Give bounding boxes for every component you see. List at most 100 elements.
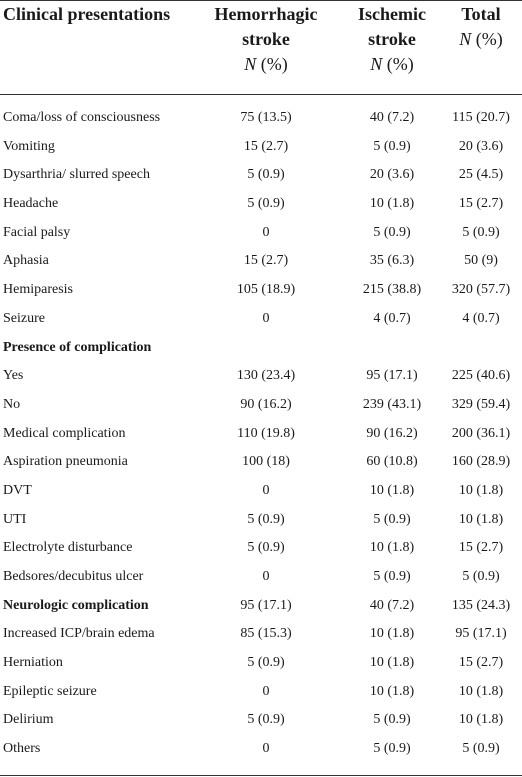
row-label: Headache [3,196,59,212]
cell-hemorrhagic: 0 [262,569,270,584]
cell-total: 5 (0.9) [462,224,500,240]
row-label: UTI [3,511,27,527]
cell-ischemic: 5 (0.9) [373,569,411,584]
cell-total: 15 (2.7) [458,196,504,212]
table-row: Neurologic complication 95 (17.1) 40 (7.2)… [0,592,522,621]
cell-hemorrhagic: 0 [262,683,270,699]
cell-hemorrhagic: 0 [262,741,270,757]
cell-ischemic: 10 (1.8) [369,626,415,642]
table-row: Others 0 5 (0.9) 5 (0.9) [0,735,522,764]
cell-total: 4 (0.7) [462,310,500,326]
cell-hemorrhagic: 5 (0.9) [247,655,285,671]
cell-ischemic: 90 (16.2) [366,425,418,441]
cell-ischemic: 10 (1.8) [369,540,415,556]
table-row: Medical complication 110 (19.8) 90 (16.2) 2… [0,420,522,449]
row-label: Yes [3,368,24,384]
table-row: Delirium 5 (0.9) 5 (0.9) 10 (1.8) [0,706,522,735]
cell-ischemic: 5 (0.9) [373,138,411,154]
table-row: Electrolyte disturbance 5 (0.9) 10 (1.8) 15… [0,534,522,563]
table-row: UTI 5 (0.9) 5 (0.9) 10 (1.8) [0,506,522,535]
cell-total: 10 (1.8) [458,683,504,699]
row-label: Neurologic complication [3,597,149,613]
row-label: Aspiration pneumonia [3,454,128,470]
cell-ischemic: 10 (1.8) [369,196,415,212]
table-row: Aspiration pneumonia 100 (18) 60 (10.8) 160… [0,448,522,477]
row-label: Facial palsy [3,224,71,240]
cell-total: 160 (28.9) [451,454,511,470]
table-row: Increased ICP/brain edema 85 (15.3) 10 (1.… [0,620,522,649]
cell-total: 115 (20.7) [452,110,510,125]
cell-hemorrhagic: 15 (2.7) [243,253,289,269]
cell-hemorrhagic: 5 (0.9) [247,196,285,212]
cell-hemorrhagic: 130 (23.4) [236,368,296,384]
cell-total: 200 (36.1) [451,425,511,441]
cell-total: 95 (17.1) [455,626,507,642]
cell-total: 20 (3.6) [458,138,504,154]
table-row: Headache 5 (0.9) 10 (1.8) 15 (2.7) [0,190,522,219]
cell-hemorrhagic: 105 (18.9) [236,282,296,298]
cell-hemorrhagic: 5 (0.9) [247,712,285,728]
row-label: No [3,396,21,412]
cell-hemorrhagic: 15 (2.7) [243,138,289,154]
row-label: Others [3,741,41,757]
cell-ischemic: 5 (0.9) [373,712,411,728]
header-stat-unit: N (%) [244,54,288,74]
cell-total: 10 (1.8) [458,482,504,498]
table-row: Hemiparesis 105 (18.9) 215 (38.8) 320 (57.7… [0,276,522,305]
cell-hemorrhagic: 75 (13.5) [240,110,292,125]
header-stat-unit: N (%) [370,54,414,74]
cell-total: 15 (2.7) [458,655,504,671]
table-row: Coma/loss of consciousness 75 (13.5) 40 (7… [0,104,522,133]
cell-total: 5 (0.9) [462,741,500,757]
row-label: DVT [3,482,32,498]
table-row: Facial palsy 0 5 (0.9) 5 (0.9) [0,219,522,248]
cell-total: 50 (9) [464,253,498,269]
cell-hemorrhagic: 0 [262,224,270,240]
cell-hemorrhagic: 110 (19.8) [237,425,295,441]
table-row: Aphasia 15 (2.7) 35 (6.3) 50 (9) [0,247,522,276]
table-header: Clinical presentations Hemorrhagic strok… [0,0,522,94]
row-label: Increased ICP/brain edema [3,626,155,642]
cell-hemorrhagic: 0 [262,482,270,498]
cell-total: 135 (24.3) [451,597,511,613]
cell-total: 329 (59.4) [451,396,511,412]
cell-ischemic: 10 (1.8) [369,683,415,699]
cell-ischemic: 4 (0.7) [373,310,411,326]
row-label: Hemiparesis [3,282,73,298]
row-label: Delirium [3,712,54,728]
table-row: DVT 0 10 (1.8) 10 (1.8) [0,477,522,506]
row-label: Seizure [3,310,45,326]
cell-hemorrhagic: 5 (0.9) [247,511,285,527]
table-body: Coma/loss of consciousness 75 (13.5) 40 (7… [0,104,522,764]
cell-ischemic: 5 (0.9) [373,511,411,527]
header-hemorrhagic-stroke: Hemorrhagic stroke N (%) [196,2,336,77]
cell-ischemic: 5 (0.9) [373,224,411,240]
table-bottom-rule [0,775,522,776]
table-row: Seizure 0 4 (0.7) 4 (0.7) [0,305,522,334]
row-label: Vomiting [3,138,55,154]
table-row: Epileptic seizure 0 10 (1.8) 10 (1.8) [0,678,522,707]
cell-ischemic: 239 (43.1) [362,396,422,412]
cell-total: 25 (4.5) [458,167,504,183]
row-label: Bedsores/decubitus ulcer [3,569,144,584]
table-row: Herniation 5 (0.9) 10 (1.8) 15 (2.7) [0,649,522,678]
cell-ischemic: 5 (0.9) [373,741,411,757]
header-ischemic-stroke: Ischemic stroke N (%) [332,2,452,77]
cell-ischemic: 215 (38.8) [362,282,422,298]
table-header-rule [0,94,522,95]
cell-hemorrhagic: 85 (15.3) [240,626,292,642]
header-stat-unit: N (%) [459,29,503,49]
cell-ischemic: 95 (17.1) [366,368,418,384]
cell-ischemic: 10 (1.8) [369,655,415,671]
cell-ischemic: 60 (10.8) [366,454,418,470]
table-top-rule [0,0,522,1]
cell-total: 320 (57.7) [451,282,511,298]
cell-total: 15 (2.7) [458,540,504,556]
cell-hemorrhagic: 100 (18) [242,454,290,470]
cell-hemorrhagic: 5 (0.9) [247,167,285,183]
table-row: Yes 130 (23.4) 95 (17.1) 225 (40.6) [0,362,522,391]
row-label: Medical complication [3,425,126,441]
row-label: Dysarthria/ slurred speech [3,167,150,183]
table-row: Presence of complication [0,334,522,363]
